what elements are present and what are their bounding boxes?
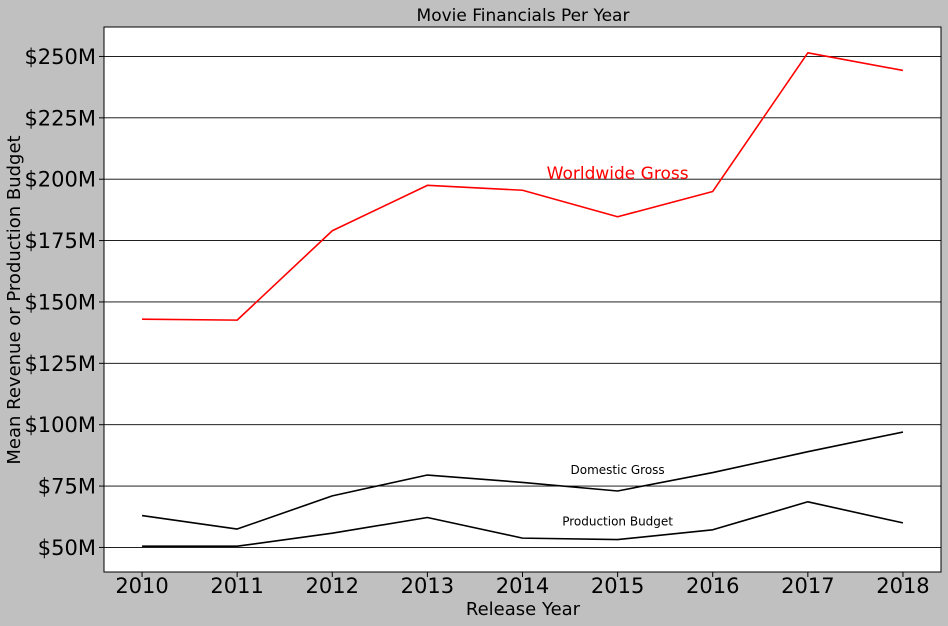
production-budget-label: Production Budget xyxy=(562,514,673,528)
x-tick-label: 2016 xyxy=(686,574,739,598)
x-axis-ticks: 2010 2011 2012 2013 2014 2015 2016 2017 2018 xyxy=(115,572,930,598)
series-labels: Worldwide Gross Domestic Gross Production … xyxy=(547,164,689,528)
x-tick-label: 2015 xyxy=(591,574,644,598)
chart-title: Movie Financials Per Year xyxy=(417,6,630,26)
x-tick-label: 2017 xyxy=(781,574,834,598)
series-lines xyxy=(141,51,904,548)
gridlines xyxy=(104,56,941,548)
y-tick-label: $150M xyxy=(24,290,96,314)
x-tick-label: 2018 xyxy=(876,574,929,598)
y-axis-label: Mean Revenue or Production Budget xyxy=(4,135,25,464)
production-budget-line xyxy=(142,500,904,548)
plot-area xyxy=(103,26,942,573)
y-tick-label: $250M xyxy=(24,45,96,69)
x-axis-label: Release Year xyxy=(466,599,581,620)
y-tick-label: $200M xyxy=(24,168,96,192)
worldwide-gross-line xyxy=(142,51,904,321)
y-tick-label: $125M xyxy=(24,352,96,376)
x-tick-label: 2012 xyxy=(306,574,359,598)
x-tick-label: 2011 xyxy=(210,574,263,598)
y-tick-label: $225M xyxy=(24,106,96,130)
y-tick-label: $100M xyxy=(24,413,96,437)
x-tick-label: 2010 xyxy=(115,574,168,598)
x-tick-label: 2013 xyxy=(401,574,454,598)
domestic-gross-line xyxy=(141,431,904,530)
y-tick-label: $50M xyxy=(38,536,96,560)
y-tick-label: $175M xyxy=(24,229,96,253)
x-tick-label: 2014 xyxy=(496,574,549,598)
y-axis-ticks: $50M $75M $100M $125M $150M $175M $200M $225M $2… xyxy=(24,45,104,560)
worldwide-gross-label: Worldwide Gross xyxy=(547,164,689,184)
domestic-gross-label: Domestic Gross xyxy=(571,463,665,477)
y-tick-label: $75M xyxy=(38,475,96,499)
